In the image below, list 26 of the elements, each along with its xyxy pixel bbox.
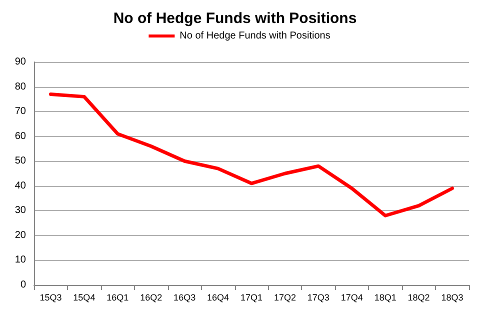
chart-title: No of Hedge Funds with Positions <box>113 10 357 27</box>
legend-label: No of Hedge Funds with Positions <box>180 30 330 42</box>
x-tick-label: 17Q4 <box>340 292 363 302</box>
y-tick-label: 20 <box>14 230 26 241</box>
y-tick-label: 40 <box>14 180 26 192</box>
y-tick-label: 30 <box>14 205 26 216</box>
x-tick-label: 16Q3 <box>174 292 196 302</box>
y-tick-label: 80 <box>14 81 26 92</box>
x-tick-label: 17Q3 <box>307 292 330 302</box>
y-tick-label: 90 <box>14 56 26 68</box>
x-tick-label: 15Q3 <box>40 292 62 302</box>
x-tick-label: 18Q1 <box>374 292 396 302</box>
x-tick-label: 17Q1 <box>240 292 263 302</box>
x-tick-label: 16Q4 <box>207 292 230 302</box>
y-tick-label: 0 <box>20 280 26 290</box>
x-tick-label: 18Q3 <box>441 292 464 302</box>
y-tick-label: 50 <box>14 156 26 167</box>
line-series <box>48 92 454 218</box>
y-tick-label: 10 <box>14 254 26 266</box>
x-tick-label: 16Q1 <box>106 292 129 302</box>
x-tick-label: 18Q2 <box>408 292 430 302</box>
y-tick-label: 70 <box>14 106 26 118</box>
y-tick-label: 60 <box>14 130 26 142</box>
x-tick-label: 17Q2 <box>274 292 296 302</box>
x-tick-label: 16Q2 <box>140 292 162 302</box>
x-tick-label: 15Q4 <box>73 292 96 302</box>
